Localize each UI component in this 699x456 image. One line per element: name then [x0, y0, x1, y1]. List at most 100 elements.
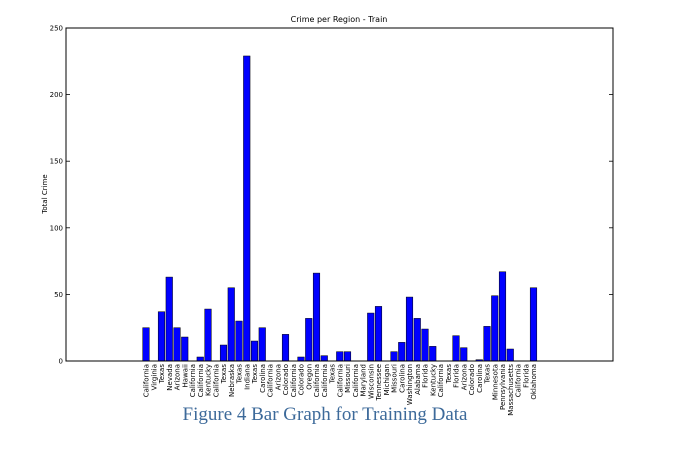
- x-tick-label-18: Arizona: [274, 364, 282, 390]
- bar-24: [320, 355, 328, 362]
- x-tick-label-43: Colorado: [468, 364, 476, 395]
- bar-22: [305, 318, 313, 362]
- y-tick-label: 100: [50, 224, 63, 232]
- x-tick-label-3: Texas: [158, 364, 166, 385]
- x-tick-label-10: California: [212, 364, 220, 397]
- x-tick-label-2: Virginia: [150, 364, 158, 390]
- x-tick-label-24: California: [321, 364, 329, 397]
- x-tick-label-31: Tennessee: [375, 364, 383, 401]
- bar-23: [312, 272, 321, 362]
- bar-14: [243, 55, 251, 362]
- bar-27: [343, 351, 352, 362]
- x-tick-label-5: Arizona: [174, 364, 182, 390]
- bar-37: [421, 328, 429, 362]
- bar-9: [204, 308, 212, 362]
- x-tick-label-6: Hawaii: [181, 364, 189, 388]
- x-tick-label-7: California: [189, 364, 197, 397]
- x-tick-label-50: Florida: [522, 364, 530, 388]
- bar-46: [491, 295, 499, 362]
- bar-31: [374, 306, 383, 362]
- x-tick-label-12: Nebraska: [228, 364, 236, 397]
- bar-8: [196, 356, 204, 362]
- x-tick-label-47: Pennsylvania: [499, 364, 507, 410]
- bar-15: [250, 340, 259, 362]
- x-tick-label-48: Massachusetts: [507, 364, 515, 416]
- bar-13: [235, 320, 243, 362]
- y-tick-label: 250: [50, 25, 63, 33]
- y-axis-label: Total Crime: [41, 174, 49, 214]
- bar-11: [219, 344, 228, 362]
- x-tick-label-39: California: [437, 364, 445, 397]
- x-tick-label-46: Minnesota: [491, 364, 499, 400]
- x-tick-label-21: Colorado: [298, 364, 306, 395]
- y-axis-ticks: 0 50 100 150 200 250: [50, 25, 613, 366]
- y-tick-label: 50: [54, 291, 63, 299]
- x-tick-label-51: Oklahoma: [530, 364, 538, 400]
- x-tick-label-15: Texas: [251, 364, 259, 385]
- x-tick-label-45: Texas: [484, 364, 492, 385]
- x-tick-label-29: Maryland: [360, 364, 368, 396]
- bar-19: [281, 334, 290, 362]
- x-tick-label-13: Texas: [236, 364, 244, 385]
- x-tick-label-41: Florida: [453, 364, 461, 388]
- chart-title: Crime per Region - Train: [291, 15, 388, 24]
- bar-6: [181, 336, 189, 362]
- bar-51: [529, 287, 538, 362]
- x-tick-label-27: Missouri: [344, 364, 352, 393]
- x-tick-label-9: Kentucky: [205, 364, 213, 396]
- x-tick-label-40: Texas: [445, 364, 453, 385]
- bar-48: [506, 348, 514, 362]
- bar-4: [165, 276, 173, 362]
- x-tick-label-30: Wisconsin: [367, 364, 375, 399]
- bar-21: [297, 356, 305, 362]
- y-tick-label: 0: [59, 358, 63, 366]
- x-tick-label-11: Texas: [220, 364, 228, 385]
- bar-45: [483, 326, 491, 362]
- plot-frame: [65, 27, 614, 362]
- x-tick-label-42: Arizona: [460, 364, 468, 390]
- bar-5: [173, 327, 181, 362]
- x-tick-label-19: Colorado: [282, 364, 290, 395]
- x-tick-label-38: Kentucky: [429, 364, 437, 396]
- bars-group: [142, 55, 538, 362]
- x-tick-label-37: Florida: [422, 364, 430, 388]
- x-tick-label-28: California: [352, 364, 360, 397]
- bar-47: [498, 271, 507, 362]
- x-tick-label-20: California: [290, 364, 298, 397]
- y-tick-label: 200: [50, 91, 63, 99]
- bar-1: [142, 327, 150, 362]
- x-tick-label-26: California: [336, 364, 344, 397]
- bar-30: [367, 312, 375, 362]
- x-tick-label-34: Carolina: [398, 364, 406, 393]
- x-tick-label-44: Carolina: [476, 364, 484, 393]
- x-tick-label-49: California: [515, 364, 523, 397]
- bar-3: [157, 311, 166, 362]
- bar-41: [452, 335, 460, 362]
- x-axis-category-labels: California Virginia Texas Nevada Arizona Hawa…: [143, 364, 539, 416]
- bar-36: [413, 318, 421, 362]
- x-tick-label-1: California: [143, 364, 151, 397]
- bar-16: [258, 327, 266, 362]
- x-tick-label-32: Michigan: [383, 364, 391, 395]
- x-tick-label-23: California: [313, 364, 321, 397]
- x-tick-label-14: Indiana: [243, 364, 251, 390]
- bar-34: [398, 342, 406, 362]
- bar-12: [227, 287, 235, 362]
- bar-42: [460, 347, 468, 362]
- x-tick-label-36: Alabama: [414, 364, 422, 395]
- figure-caption: Figure 4 Bar Graph for Training Data: [182, 404, 468, 425]
- x-tick-label-33: Missouri: [391, 364, 399, 393]
- x-tick-label-16: Carolina: [259, 364, 267, 393]
- x-tick-label-17: California: [267, 364, 275, 397]
- x-tick-label-25: Texas: [329, 364, 337, 385]
- x-tick-label-22: Oregon: [305, 364, 313, 390]
- bar-38: [429, 346, 437, 362]
- y-tick-label: 150: [50, 158, 63, 166]
- bar-26: [336, 351, 344, 362]
- x-tick-label-35: Washington: [406, 364, 414, 405]
- bar-33: [390, 351, 398, 362]
- bar-35: [405, 296, 414, 362]
- x-tick-label-8: California: [197, 364, 205, 397]
- x-tick-label-4: Nevada: [166, 364, 174, 391]
